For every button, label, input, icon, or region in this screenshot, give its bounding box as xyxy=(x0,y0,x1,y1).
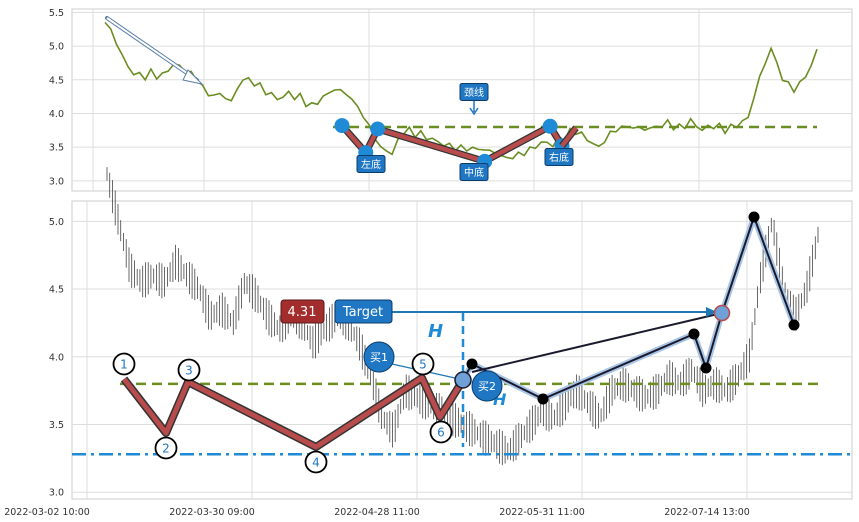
trend-arrow-head xyxy=(182,69,204,85)
target-value-box xyxy=(280,299,325,324)
trend-arrow-inner xyxy=(106,17,198,81)
pattern-point-label: 6 xyxy=(437,426,445,440)
trade-point xyxy=(748,211,760,223)
pattern-line xyxy=(122,375,466,450)
pattern-point-label: 3 xyxy=(185,364,193,378)
top-y-tick-label: 5.5 xyxy=(49,8,64,19)
bottom-plot-area xyxy=(71,200,853,500)
pattern-point-label: 2 xyxy=(162,442,170,456)
annotation-label: 右底 xyxy=(549,151,569,164)
trade-upper-leg xyxy=(471,312,723,373)
bottom-y-tick-label: 3.0 xyxy=(49,488,64,499)
bottom-y-tick-label: 3.5 xyxy=(49,420,64,431)
buy2-badge xyxy=(471,370,503,402)
pattern-point-marker xyxy=(177,358,201,382)
top-y-tick-label: 4.5 xyxy=(49,75,64,86)
buy1-label: 买1 xyxy=(370,351,388,364)
trade-point xyxy=(466,358,478,370)
annotation-box xyxy=(459,83,489,101)
buy-point xyxy=(454,371,472,389)
trade-point xyxy=(537,393,549,405)
x-tick-label: 2022-04-28 11:00 xyxy=(334,507,420,518)
buy1-badge xyxy=(363,341,395,373)
pattern-point-marker xyxy=(154,436,178,460)
top-y-tick-label: 3.0 xyxy=(49,176,64,187)
bottom-y-tick-label: 4.0 xyxy=(49,352,64,363)
x-tick-label: 2022-05-31 11:00 xyxy=(499,507,585,518)
target-value: 4.31 xyxy=(288,305,317,320)
pattern-point-marker xyxy=(429,420,453,444)
trade-point xyxy=(700,362,712,374)
height-label: H xyxy=(428,321,443,342)
top-y-tick-label: 3.5 xyxy=(49,143,64,154)
x-tick-label: 2022-03-02 10:00 xyxy=(4,507,90,518)
x-tick-label: 2022-03-30 09:00 xyxy=(169,507,255,518)
annotation-label: 中底 xyxy=(464,166,484,179)
pattern-point xyxy=(370,121,386,137)
annotation-label: 左底 xyxy=(361,158,381,171)
pattern-point-marker xyxy=(304,450,328,474)
pattern-point xyxy=(334,118,350,134)
annotation-box xyxy=(544,148,574,166)
target-point xyxy=(713,304,731,322)
bottom-y-tick-label: 4.5 xyxy=(49,285,64,296)
annotation-box xyxy=(459,163,489,181)
annotation-box xyxy=(356,155,386,173)
top-y-tick-label: 5.0 xyxy=(49,42,64,53)
bottom-panel: 5.0 4.5 4.0 3.5 3.0 2022-03-02 10:00 2022-03-3… xyxy=(4,167,853,518)
x-tick-label: 2022-07-14 13:00 xyxy=(664,507,750,518)
target-arrow-head xyxy=(706,307,717,317)
neckline-pointer xyxy=(469,101,479,116)
trade-point xyxy=(688,328,700,340)
target-label-box xyxy=(334,299,393,324)
pattern-point-label: 1 xyxy=(120,358,128,372)
trade-point xyxy=(788,319,800,331)
pattern-point-marker xyxy=(112,352,136,376)
bottom-y-tick-label: 5.0 xyxy=(49,217,64,228)
buy2-label: 买2 xyxy=(478,380,496,393)
target-label: Target xyxy=(342,305,383,320)
pattern-tail xyxy=(560,126,578,148)
pattern-point-label: 5 xyxy=(419,358,427,372)
price-line xyxy=(104,21,818,160)
pattern-point xyxy=(542,118,558,134)
pattern-point-label: 4 xyxy=(312,456,320,470)
pattern-point-marker xyxy=(411,352,435,376)
annotation-label: 颈线 xyxy=(464,86,484,99)
top-y-tick-label: 4.0 xyxy=(49,109,64,120)
